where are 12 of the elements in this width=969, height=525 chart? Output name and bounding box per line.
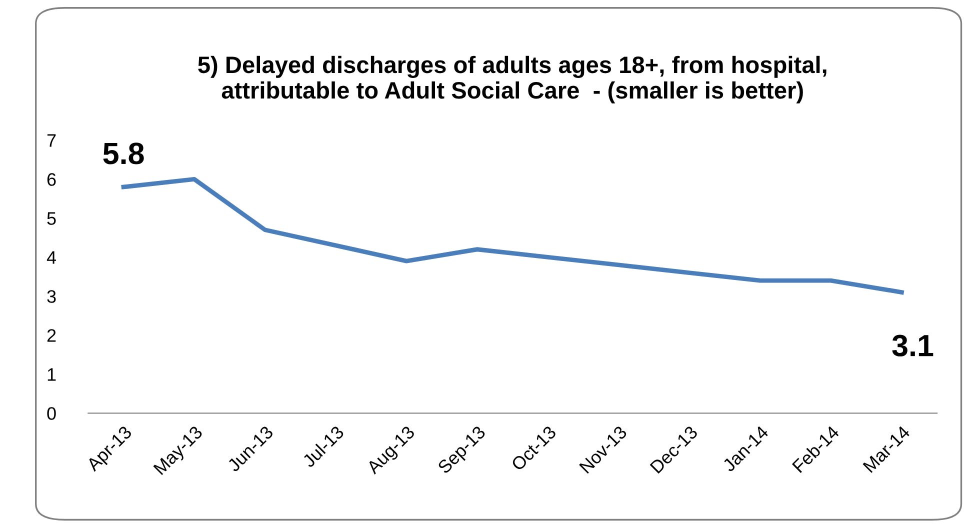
y-tick-label: 2 <box>47 329 56 342</box>
y-tick-label: 0 <box>47 407 56 420</box>
y-tick-label: 4 <box>46 251 56 264</box>
line-series <box>121 176 904 294</box>
chart-title: 5) Delayed discharges of adults ages 18+, from hospital, attributable to Adult Social Care - (smaller is better) <box>198 56 826 104</box>
y-tick-label: 3 <box>47 290 56 303</box>
data-label: 5.8 <box>103 142 144 164</box>
y-tick-label: 7 <box>47 134 56 147</box>
data-label: 3.1 <box>892 334 934 356</box>
y-tick-label: 1 <box>48 368 56 381</box>
y-tick-label: 6 <box>47 173 56 186</box>
y-tick-label: 5 <box>47 212 56 225</box>
